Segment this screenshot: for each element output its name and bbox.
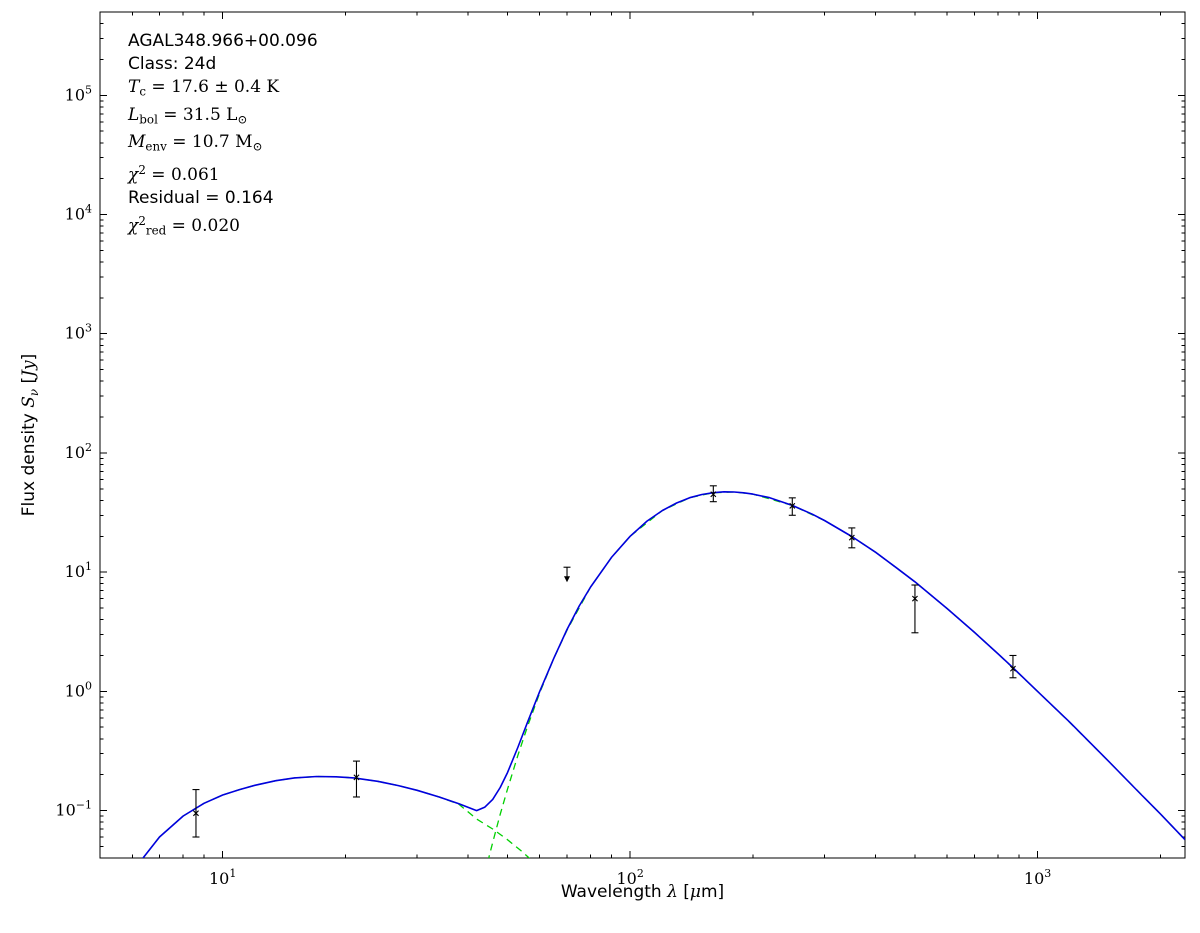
text-fragment: Flux density xyxy=(19,407,40,517)
text-fragment: m] xyxy=(700,882,725,902)
cold-greybody-curve xyxy=(488,491,1185,858)
text-fragment: 2 xyxy=(138,213,146,228)
point-marker xyxy=(848,534,855,541)
text-fragment: 2 xyxy=(138,162,146,177)
text-fragment: [ xyxy=(19,376,40,389)
data-point xyxy=(911,584,919,634)
annotation-line: Class: 24d xyxy=(128,53,318,76)
point-marker xyxy=(1009,665,1016,672)
annotation-line: Residual = 0.164 xyxy=(128,187,318,210)
annotation-line: Lbol = 31.5 L⊙ xyxy=(128,104,318,132)
text-fragment: ν xyxy=(26,388,41,397)
data-point xyxy=(848,527,856,549)
annotation-line: χ2red = 0.020 xyxy=(128,210,318,243)
y-tick-label: 104 xyxy=(65,203,92,224)
point-marker xyxy=(710,491,717,498)
text-fragment: = 17.6 ± 0.4 K xyxy=(146,77,280,97)
tick-labels: 101 102 103 10−1 100 101 102 103 104 105 xyxy=(55,83,1051,888)
x-tick-label: 102 xyxy=(616,867,643,888)
text-fragment: = 0.020 xyxy=(166,215,240,236)
y-tick-label: 102 xyxy=(65,441,92,462)
point-marker xyxy=(911,595,918,602)
y-tick-label: 100 xyxy=(65,679,92,700)
data-point xyxy=(352,760,360,798)
text-fragment: ⊙ xyxy=(252,139,263,154)
text-fragment: env xyxy=(145,139,167,154)
text-fragment: = 10.7 M xyxy=(166,132,253,153)
annotation-line: Tc = 17.6 ± 0.4 K xyxy=(128,76,318,104)
upper-limit-marker xyxy=(563,566,571,583)
text-fragment: = 31.5 L xyxy=(157,104,238,125)
data-point xyxy=(709,485,717,503)
data-point xyxy=(788,497,796,516)
point-marker xyxy=(789,502,796,509)
fit-parameters-annotation: AGAL348.966+00.096 Class: 24d Tc = 17.6 ± … xyxy=(128,30,318,242)
text-fragment: S xyxy=(19,396,40,408)
text-fragment: bol xyxy=(139,112,158,127)
x-axis-label: Wavelength λ [μm] xyxy=(100,882,1185,902)
text-fragment: λ xyxy=(667,882,678,902)
text-fragment: Jy xyxy=(19,360,40,377)
axis-ticks xyxy=(99,11,1185,859)
annotation-line: χ2 = 0.061 xyxy=(128,159,318,187)
text-fragment: = 0.061 xyxy=(145,164,220,185)
data-point xyxy=(1009,654,1017,679)
text-fragment: Class: 24d xyxy=(128,54,217,74)
text-fragment: red xyxy=(145,223,167,238)
text-fragment: ] xyxy=(19,353,40,361)
text-fragment: Residual = 0.164 xyxy=(128,187,274,208)
y-axis-label: Flux density Sν [Jy] xyxy=(19,354,41,516)
text-fragment: [ xyxy=(677,882,690,902)
data-point xyxy=(192,789,200,838)
x-tick-label: 103 xyxy=(1024,867,1051,888)
y-tick-label: 10−1 xyxy=(55,799,92,820)
annotation-line: AGAL348.966+00.096 xyxy=(128,30,318,53)
text-fragment: ⊙ xyxy=(237,112,248,127)
point-marker xyxy=(192,810,199,817)
text-fragment: χ xyxy=(128,215,139,236)
y-tick-label: 103 xyxy=(65,322,92,343)
text-fragment: L xyxy=(128,104,140,125)
y-tick-label: 105 xyxy=(65,83,92,104)
upper-limit-arrowhead xyxy=(564,576,571,583)
text-fragment: T xyxy=(128,77,140,97)
text-fragment: AGAL348.966+00.096 xyxy=(128,31,318,51)
model-total-curve xyxy=(142,491,1185,858)
text-fragment: χ xyxy=(128,164,139,185)
y-tick-label: 101 xyxy=(65,560,92,581)
text-fragment: c xyxy=(139,84,147,99)
text-fragment: Wavelength xyxy=(560,882,668,902)
x-tick-label: 101 xyxy=(209,867,236,888)
text-fragment: μ xyxy=(689,882,701,902)
point-marker xyxy=(353,774,360,781)
annotation-line: Menv = 10.7 M⊙ xyxy=(128,131,318,159)
text-fragment: M xyxy=(128,132,146,153)
data-points xyxy=(192,485,1017,838)
axes-frame xyxy=(99,11,1186,859)
